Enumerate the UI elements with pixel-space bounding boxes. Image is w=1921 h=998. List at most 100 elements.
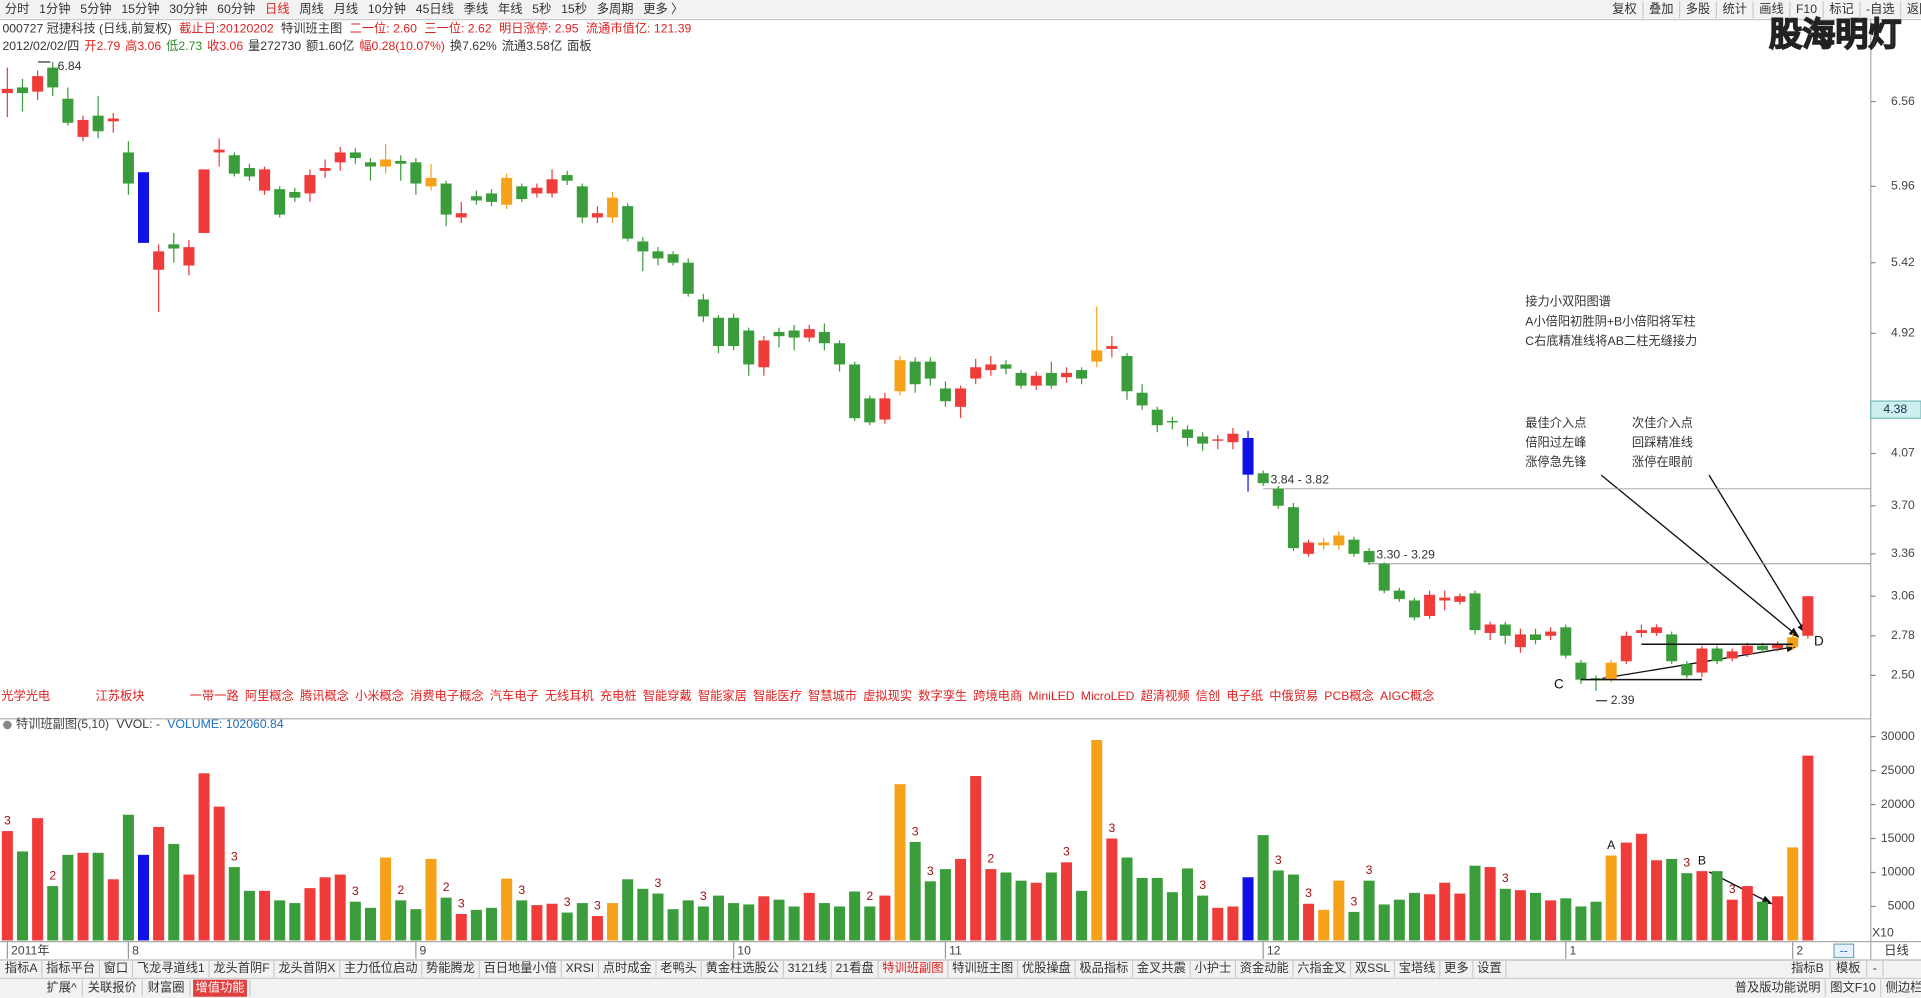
indicator-tab[interactable]: 点时成金 <box>603 960 652 975</box>
indicator-tab[interactable]: 老鸭头 <box>660 961 697 975</box>
indicator-tab[interactable]: 主力低位启动 <box>344 960 417 975</box>
period-button[interactable]: 更多 〉 <box>643 2 683 16</box>
concept-tag[interactable]: 江苏板块 <box>96 688 145 703</box>
tab-button[interactable]: 指标B <box>1791 960 1824 975</box>
footer-button[interactable]: 普及版功能说明 <box>1735 979 1821 994</box>
tool-button[interactable]: 叠加 <box>1649 2 1673 16</box>
concept-tag[interactable]: 智能穿戴 <box>643 688 692 703</box>
candle-body <box>955 388 967 407</box>
indicator-tab[interactable]: 特训班副图 <box>882 960 943 975</box>
volume-bar <box>1045 872 1057 941</box>
period-button[interactable]: 5秒 <box>532 2 551 16</box>
indicator-tab[interactable]: 窗口 <box>104 961 128 975</box>
concept-tag[interactable]: 阿里概念 <box>245 688 294 703</box>
concept-tag[interactable]: MiniLED <box>1028 689 1074 703</box>
indicator-tab[interactable]: 3121线 <box>788 961 827 975</box>
info-text: 明日涨停: 2.95 <box>499 21 579 36</box>
period-button[interactable]: 分时 <box>5 2 29 16</box>
indicator-tab[interactable]: XRSI <box>566 961 595 975</box>
volume-bar <box>1469 865 1481 941</box>
indicator-tab[interactable]: 飞龙寻道线1 <box>137 961 205 975</box>
concept-tag[interactable]: 中俄贸易 <box>1269 688 1318 703</box>
period-button[interactable]: 10分钟 <box>368 1 406 16</box>
period-button[interactable]: 日线 <box>265 2 289 16</box>
concept-tag[interactable]: 跨境电商 <box>973 688 1022 703</box>
concept-tag[interactable]: 小米概念 <box>355 688 404 703</box>
concept-tag[interactable]: 腾讯概念 <box>300 688 349 703</box>
concept-tag[interactable]: 智慧城市 <box>808 688 857 703</box>
concept-tag[interactable]: 无线耳机 <box>545 689 594 703</box>
tool-button[interactable]: -自选 <box>1866 2 1895 16</box>
period-button[interactable]: 月线 <box>334 2 358 16</box>
indicator-tab[interactable]: 龙头首阴F <box>213 961 269 975</box>
indicator-tab[interactable]: 百日地量小倍 <box>484 960 557 975</box>
indicator-tab[interactable]: 黄金柱选股公 <box>706 960 779 975</box>
concept-tag[interactable]: 虚拟现实 <box>863 688 912 703</box>
tool-button[interactable]: 复权 <box>1612 2 1636 16</box>
concept-tag[interactable]: MicroLED <box>1081 689 1135 703</box>
concept-tag[interactable]: 智能家居 <box>698 688 747 703</box>
volume-bar <box>1635 833 1647 941</box>
concept-tag[interactable]: PCB概念 <box>1324 688 1374 703</box>
y-tick-label: 6.56 <box>1891 94 1915 108</box>
indicator-tab[interactable]: 宝塔线 <box>1399 961 1436 975</box>
tool-button[interactable]: 多股 <box>1686 2 1710 16</box>
concept-tag[interactable]: 电子纸 <box>1226 689 1263 703</box>
indicator-tab[interactable]: 指标平台 <box>46 960 95 975</box>
indicator-tab[interactable]: 更多 <box>1444 961 1468 975</box>
period-button[interactable]: 30分钟 <box>169 1 207 16</box>
concept-tag[interactable]: 智能医疗 <box>753 688 802 703</box>
indicator-tab[interactable]: 优股操盘 <box>1022 960 1071 975</box>
concept-tag[interactable]: 超清视频 <box>1141 688 1190 703</box>
indicator-tab[interactable]: 双SSL <box>1355 961 1391 975</box>
concept-tag[interactable]: 数字孪生 <box>918 688 967 703</box>
concept-tag[interactable]: 汽车电子 <box>490 688 539 703</box>
tab-button[interactable]: 模板 <box>1836 961 1860 975</box>
candle-body <box>1151 409 1163 426</box>
concept-tag[interactable]: 信创 <box>1196 689 1220 703</box>
tab-button[interactable]: - <box>1873 961 1877 975</box>
concept-tag[interactable]: 充电桩 <box>600 688 637 703</box>
period-button[interactable]: 45日线 <box>416 2 454 16</box>
candle-body <box>410 162 422 184</box>
concept-tag[interactable]: AIGC概念 <box>1380 688 1434 703</box>
indicator-tab[interactable]: 六指金叉 <box>1297 960 1346 975</box>
indicator-tab[interactable]: 极品指标 <box>1079 960 1128 975</box>
footer-button[interactable]: 增值功能 <box>196 979 245 994</box>
period-button[interactable]: 季线 <box>464 2 488 16</box>
tool-button[interactable]: 返回 <box>1907 2 1921 16</box>
period-button[interactable]: 15分钟 <box>121 1 159 16</box>
period-button[interactable]: 1分钟 <box>39 1 70 16</box>
volume-bar <box>561 912 573 941</box>
tool-button[interactable]: F10 <box>1796 2 1817 16</box>
candle-body <box>637 241 649 252</box>
period-button[interactable]: 周线 <box>299 2 323 16</box>
indicator-tab[interactable]: 特训班主图 <box>952 960 1013 975</box>
concept-tag[interactable]: 消费电子概念 <box>410 688 483 703</box>
indicator-tab[interactable]: 资金动能 <box>1240 960 1289 975</box>
tool-button[interactable]: 标记 <box>1829 2 1853 16</box>
indicator-tab[interactable]: 势能腾龙 <box>426 960 475 975</box>
footer-button[interactable]: 财富圈 <box>148 979 185 994</box>
indicator-tab[interactable]: 指标A <box>5 960 38 975</box>
indicator-tab[interactable]: 21看盘 <box>836 960 874 975</box>
period-button[interactable]: 60分钟 <box>217 1 255 16</box>
period-button[interactable]: 年线 <box>498 2 522 16</box>
volume-bar <box>1620 842 1632 941</box>
indicator-tab[interactable]: 设置 <box>1477 961 1501 975</box>
footer-button[interactable]: 关联报价 <box>88 979 137 994</box>
indicator-tab[interactable]: 小护士 <box>1194 961 1231 975</box>
period-button[interactable]: 多周期 <box>597 2 634 16</box>
candle-body <box>758 340 770 368</box>
concept-tag[interactable]: 一带一路 <box>190 688 239 703</box>
tool-button[interactable]: 统计 <box>1722 2 1746 16</box>
tool-button[interactable]: 画线 <box>1759 2 1783 16</box>
period-button[interactable]: 15秒 <box>561 2 587 16</box>
indicator-tab[interactable]: 金叉共震 <box>1137 960 1186 975</box>
footer-button[interactable]: 侧边栏 <box>1886 979 1921 994</box>
concept-tag[interactable]: 光学光电 <box>1 688 50 703</box>
footer-button[interactable]: 扩展^ <box>47 980 77 994</box>
indicator-tab[interactable]: 龙头首阴X <box>278 961 335 975</box>
footer-button[interactable]: 图文F10 <box>1830 979 1876 994</box>
period-button[interactable]: 5分钟 <box>80 1 111 16</box>
